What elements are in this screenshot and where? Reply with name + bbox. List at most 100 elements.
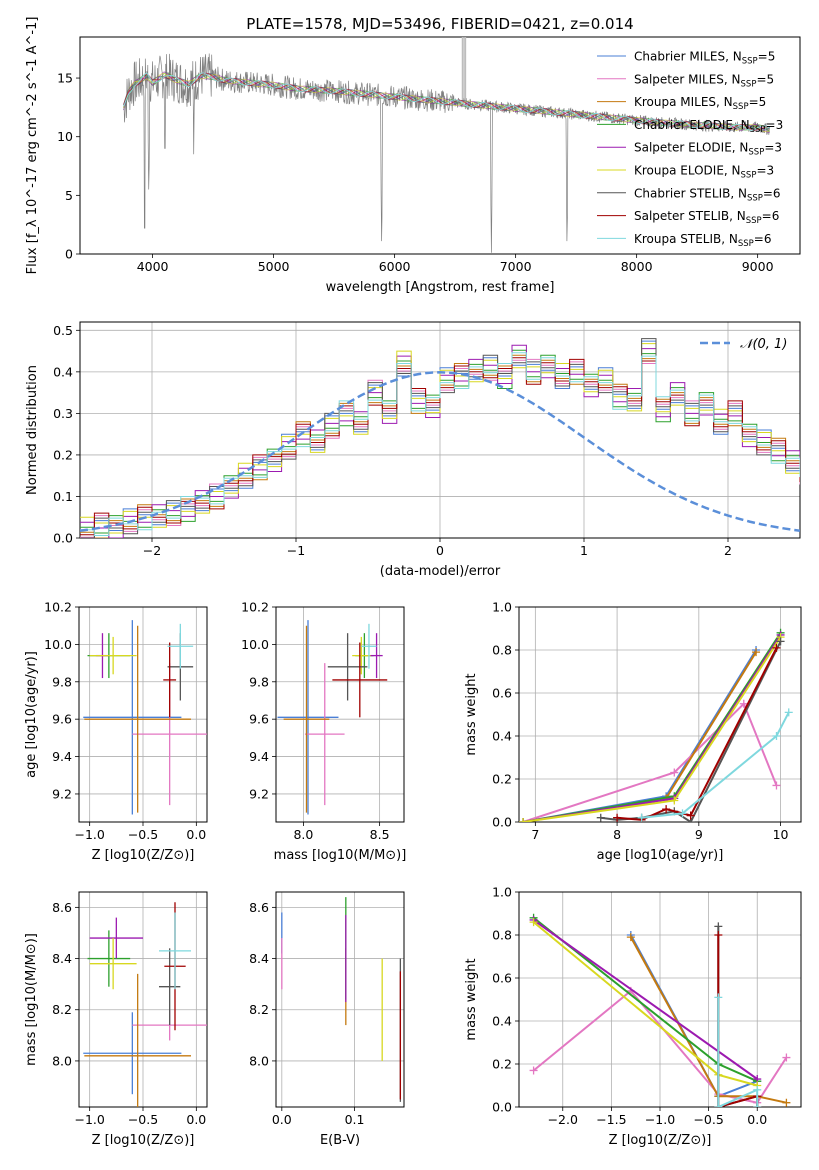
weight_vs_age-panel: 7 8 9 10 0.0 0.2 0.4 0.6 0.8 1.0 age [log10(age/yr… xyxy=(464,600,802,863)
y-tick-label: 5 xyxy=(65,188,73,203)
residual-histogram-panel: −2 −1 0 1 2 0.0 0.1 0.2 0.3 0.4 0.5 (data-model)/er… xyxy=(25,321,801,579)
x-tick-label: 0.0 xyxy=(186,1112,206,1127)
x-tick-label: 6000 xyxy=(379,259,411,274)
y-axis-label: Normed distribution xyxy=(25,365,40,495)
weight-line xyxy=(600,640,782,822)
x-tick-label: −1.0 xyxy=(74,827,104,842)
y-tick-label: 9.2 xyxy=(249,786,269,801)
legend-subscript: SSP xyxy=(742,57,758,67)
legend-count: =5 xyxy=(756,72,774,86)
y-tick-label: 0.0 xyxy=(53,531,73,546)
weight-line xyxy=(522,636,782,822)
model-spectrum-line xyxy=(123,73,770,132)
x-tick-label: 8.5 xyxy=(370,827,390,842)
model-spectrum-line xyxy=(123,72,770,133)
legend-subscript: SSP xyxy=(746,216,762,226)
legend-subscript: SSP xyxy=(747,193,763,203)
x-tick-label: 0.0 xyxy=(186,827,206,842)
plot-frame xyxy=(275,891,405,1108)
legend-count: =3 xyxy=(756,164,774,178)
y-axis-label: mass [log10(M/M⊙)] xyxy=(24,933,39,1066)
age_vs_Z-panel: −1.0 −0.5 0.0 9.2 9.4 9.6 9.8 10.0 10.2 Z [log10(… xyxy=(24,600,208,863)
plot-frame xyxy=(78,891,208,1108)
y-tick-label: 9.4 xyxy=(52,749,72,764)
y-tick-label: 0.8 xyxy=(492,928,512,943)
plot-frame xyxy=(78,606,208,823)
weight-marker xyxy=(529,1066,538,1075)
y-tick-label: 9.2 xyxy=(52,786,72,801)
weight_vs_age-plot-area xyxy=(519,628,793,822)
weight-marker xyxy=(784,708,793,717)
y-tick-label: 9.6 xyxy=(52,712,72,727)
legend-count: =5 xyxy=(749,95,767,109)
weight-marker xyxy=(519,818,528,822)
y-tick-label: 8.2 xyxy=(249,1002,269,1017)
legend-count: =6 xyxy=(763,186,781,200)
weight-marker xyxy=(714,993,723,1002)
x-tick-label: 1 xyxy=(580,543,588,558)
y-tick-label: 10.2 xyxy=(241,600,269,615)
legend-entry: Salpeter MILES, NSSP=5 xyxy=(634,72,774,89)
y-tick-label: 0 xyxy=(65,247,73,262)
x-tick-label: 9000 xyxy=(742,259,774,274)
figure-title: PLATE=1578, MJD=53496, FIBERID=0421, z=0… xyxy=(246,15,633,33)
legend-count: =3 xyxy=(766,118,784,132)
x-tick-label: 0.1 xyxy=(345,1112,365,1127)
histogram-step-line xyxy=(80,352,800,536)
mass_vs_EBV-plot-area xyxy=(281,897,402,1102)
legend-subscript: SSP xyxy=(741,171,757,181)
x-tick-label: 0.0 xyxy=(747,1112,767,1127)
age_vs_mass-plot-area xyxy=(277,620,388,815)
x-tick-label: −1.0 xyxy=(645,1112,675,1127)
legend-subscript: SSP xyxy=(748,148,764,158)
x-tick-label: −2 xyxy=(143,543,161,558)
y-tick-label: 0.2 xyxy=(492,1057,512,1072)
legend-subscript: SSP xyxy=(738,239,754,249)
x-axis-label: Z [log10(Z/Z⊙)] xyxy=(92,848,195,863)
weight-marker xyxy=(714,922,723,931)
legend-entry: Chabrier ELODIE, NSSP=3 xyxy=(634,118,783,135)
weight-line xyxy=(617,647,778,821)
weight-line xyxy=(533,919,758,1080)
y-tick-label: 0.0 xyxy=(492,1100,512,1115)
spectrum-plot-area xyxy=(123,37,771,253)
y-tick-label: 0.6 xyxy=(492,971,512,986)
y-tick-label: 9.4 xyxy=(249,749,269,764)
x-axis-label: E(B-V) xyxy=(320,1133,360,1148)
y-tick-label: 9.8 xyxy=(52,674,72,689)
x-tick-label: 2 xyxy=(724,543,732,558)
x-axis-label: wavelength [Angstrom, rest frame] xyxy=(326,280,555,295)
x-tick-label: 9 xyxy=(695,827,703,842)
weight_vs_Z-plot-area xyxy=(529,913,791,1107)
weight-marker xyxy=(776,637,785,646)
weight_vs_Z-panel: −2.0 −1.5 −1.0 −0.5 0.0 0.0 0.2 0.4 0.6 0.8 1.0 Z [… xyxy=(464,885,802,1148)
y-axis-label: age [log10(age/yr)] xyxy=(24,651,39,778)
weight-marker xyxy=(714,1103,723,1107)
model-spectrum-line xyxy=(123,72,770,131)
weight-marker xyxy=(670,796,679,805)
x-axis-label: age [log10(age/yr)] xyxy=(597,848,724,863)
weight-line xyxy=(522,634,782,822)
y-tick-label: 8.4 xyxy=(52,951,72,966)
x-tick-label: 7000 xyxy=(500,259,532,274)
weight-marker xyxy=(772,781,781,790)
legend-subscript: SSP xyxy=(741,79,757,89)
weight-line xyxy=(629,936,787,1104)
x-tick-label: 8.0 xyxy=(293,827,313,842)
y-tick-label: 8.2 xyxy=(52,1002,72,1017)
x-tick-label: 5000 xyxy=(258,259,290,274)
weight-marker xyxy=(782,1098,791,1107)
x-tick-label: 0.0 xyxy=(272,1112,292,1127)
y-tick-label: 8.0 xyxy=(249,1053,269,1068)
histogram-plot-area xyxy=(80,338,800,538)
weight-marker xyxy=(596,813,605,822)
x-tick-label: 8 xyxy=(613,827,621,842)
y-tick-label: 15 xyxy=(57,71,73,86)
weight-marker xyxy=(662,805,671,814)
legend-count: =6 xyxy=(754,232,772,246)
weight-line xyxy=(641,711,790,819)
x-axis-label: (data-model)/error xyxy=(380,564,501,579)
y-tick-label: 0.0 xyxy=(492,815,512,830)
plot-frame xyxy=(518,891,802,1108)
